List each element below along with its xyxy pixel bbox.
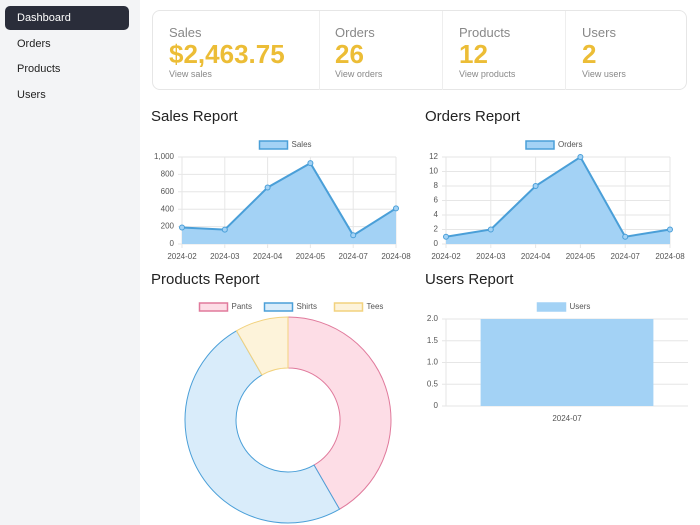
chart-title: Orders Report bbox=[425, 108, 521, 125]
y-tick-label: 8 bbox=[434, 181, 439, 190]
x-tick-label: 2024-08 bbox=[655, 252, 685, 261]
legend-label: Users bbox=[570, 302, 591, 311]
nav-item[interactable]: Products bbox=[17, 63, 61, 75]
stat-value: 26 bbox=[335, 39, 364, 69]
x-tick-label: 2024-07 bbox=[339, 252, 369, 261]
stat-value: 12 bbox=[459, 39, 488, 69]
nav-item[interactable]: Users bbox=[17, 89, 46, 101]
y-tick-label: 800 bbox=[161, 170, 175, 179]
divider bbox=[565, 11, 566, 90]
point bbox=[443, 233, 449, 240]
chart-title: Sales Report bbox=[151, 108, 239, 125]
legend-label: Tees bbox=[367, 302, 384, 311]
legend-swatch bbox=[258, 140, 289, 150]
y-tick-label: 0 bbox=[170, 239, 175, 248]
stat-label: Sales bbox=[169, 25, 202, 40]
point bbox=[667, 226, 673, 233]
point bbox=[221, 226, 228, 233]
stat-link[interactable]: View sales bbox=[169, 69, 212, 79]
x-tick-label: 2024-07 bbox=[611, 252, 641, 261]
chart-title: Users Report bbox=[425, 271, 514, 288]
legend-swatch bbox=[198, 302, 229, 312]
legend-label: Sales bbox=[292, 140, 312, 149]
stat-link[interactable]: View orders bbox=[335, 69, 383, 79]
x-tick-label: 2024-04 bbox=[521, 252, 551, 261]
point bbox=[350, 232, 357, 239]
y-tick-label: 1.5 bbox=[427, 336, 439, 345]
point bbox=[264, 184, 271, 191]
y-tick-label: 4 bbox=[434, 210, 439, 219]
y-tick-label: 12 bbox=[429, 152, 438, 161]
y-tick-label: 10 bbox=[429, 167, 438, 176]
x-tick-label: 2024-02 bbox=[167, 252, 197, 261]
legend-swatch bbox=[536, 302, 567, 312]
x-tick-label: 2024-02 bbox=[431, 252, 461, 261]
nav-item[interactable]: Orders bbox=[17, 38, 51, 50]
stat-link[interactable]: View users bbox=[582, 69, 626, 79]
legend-label: Shirts bbox=[297, 302, 317, 311]
legend-label: Orders bbox=[558, 140, 582, 149]
y-tick-label: 6 bbox=[434, 196, 439, 205]
point bbox=[577, 154, 584, 160]
x-tick-label: 2024-04 bbox=[253, 252, 283, 261]
line bbox=[445, 155, 671, 238]
x-tick-label: 2024-03 bbox=[476, 252, 506, 261]
y-tick-label: 0 bbox=[434, 239, 439, 248]
stat-label: Products bbox=[459, 25, 511, 40]
divider bbox=[319, 11, 320, 90]
nav-item[interactable]: Dashboard bbox=[5, 6, 129, 30]
slice bbox=[184, 330, 341, 524]
point bbox=[532, 183, 539, 189]
x-tick-label: 2024-08 bbox=[381, 252, 411, 261]
y-tick-label: 2.0 bbox=[427, 314, 439, 323]
legend-swatch bbox=[525, 140, 555, 150]
line bbox=[181, 161, 397, 237]
x-tick-label: 2024-03 bbox=[210, 252, 240, 261]
y-tick-label: 2 bbox=[434, 225, 439, 234]
y-tick-label: 600 bbox=[161, 187, 175, 196]
legend-swatch bbox=[263, 302, 294, 312]
point bbox=[307, 160, 314, 167]
y-tick-label: 400 bbox=[161, 204, 175, 213]
x-tick-label: 2024-05 bbox=[566, 252, 596, 261]
divider bbox=[442, 11, 443, 90]
area bbox=[182, 163, 396, 244]
x-tick-label: 2024-07 bbox=[552, 414, 582, 423]
y-tick-label: 0.5 bbox=[427, 379, 439, 388]
sidebar: Dashboard Orders Products Users bbox=[0, 0, 140, 525]
area bbox=[446, 157, 670, 244]
bar bbox=[480, 319, 654, 406]
stat-value: $2,463.75 bbox=[169, 39, 285, 69]
legend-swatch bbox=[333, 302, 364, 312]
point bbox=[487, 226, 494, 233]
stat-label: Users bbox=[582, 25, 616, 40]
x-tick-label: 2024-05 bbox=[296, 252, 326, 261]
legend-label: Pants bbox=[232, 302, 252, 311]
point bbox=[622, 233, 629, 240]
y-tick-label: 200 bbox=[161, 222, 175, 231]
slice bbox=[235, 316, 289, 376]
stat-link[interactable]: View products bbox=[459, 69, 516, 79]
stats-card: Sales $2,463.75 View sales Orders 26 Vie… bbox=[152, 10, 687, 90]
y-tick-label: 1.0 bbox=[427, 358, 439, 367]
stat-value: 2 bbox=[582, 39, 597, 69]
y-tick-label: 1,000 bbox=[154, 152, 175, 161]
stat-label: Orders bbox=[335, 25, 375, 40]
slice bbox=[287, 316, 392, 510]
y-tick-label: 0 bbox=[434, 401, 439, 410]
chart-title: Products Report bbox=[151, 271, 260, 288]
point bbox=[393, 205, 399, 212]
point bbox=[179, 224, 185, 231]
